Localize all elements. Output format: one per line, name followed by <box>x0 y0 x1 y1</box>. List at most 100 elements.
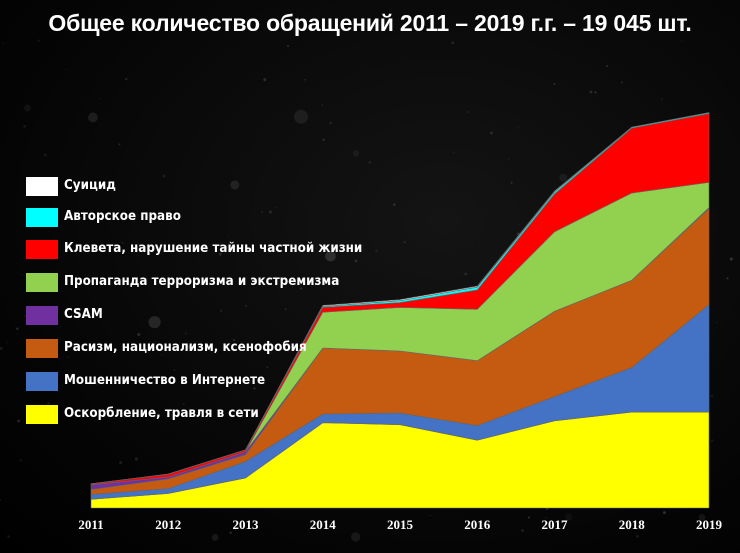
background-star <box>680 39 683 42</box>
background-star <box>203 377 205 379</box>
background-star <box>94 278 96 280</box>
background-star <box>594 91 597 94</box>
background-star <box>260 211 264 214</box>
background-star <box>65 68 67 70</box>
background-star <box>287 45 290 48</box>
area-series-7 <box>90 112 710 485</box>
background-star <box>148 376 151 379</box>
background-star <box>218 252 222 256</box>
background-star <box>96 383 98 385</box>
background-star <box>451 41 455 45</box>
background-star <box>66 356 69 359</box>
background-star <box>368 161 372 164</box>
background-star <box>219 309 223 313</box>
background-star <box>6 341 8 344</box>
background-star <box>119 461 123 465</box>
background-star <box>354 259 358 263</box>
background-star <box>148 316 161 329</box>
background-star <box>24 315 26 317</box>
background-star <box>321 104 324 106</box>
background-star <box>268 210 272 214</box>
background-star <box>173 369 176 371</box>
legend-swatch <box>26 372 58 391</box>
x-tick-label: 2016 <box>464 517 491 532</box>
background-star <box>116 249 119 252</box>
background-star <box>521 529 524 532</box>
background-star <box>392 203 396 207</box>
background-star <box>715 321 718 324</box>
background-star <box>662 511 666 515</box>
background-star <box>516 126 520 129</box>
legend-swatch <box>26 177 58 196</box>
background-star <box>162 174 166 178</box>
background-star <box>88 112 98 123</box>
background-star <box>227 234 229 236</box>
legend-label: Суицид <box>64 178 116 193</box>
background-star <box>300 287 303 290</box>
x-tick-label: 2011 <box>78 517 103 532</box>
background-star <box>7 535 10 538</box>
background-star <box>479 241 481 243</box>
background-star <box>329 121 332 125</box>
background-star <box>137 333 141 337</box>
x-tick-label: 2019 <box>696 517 723 532</box>
background-star <box>245 304 247 307</box>
background-star <box>303 78 306 81</box>
background-star <box>452 151 455 154</box>
background-star <box>527 516 531 519</box>
legend-swatch <box>26 240 58 259</box>
background-star <box>121 241 124 244</box>
background-star <box>545 516 547 519</box>
background-star <box>325 250 336 262</box>
background-star <box>20 459 22 462</box>
background-star <box>186 345 190 349</box>
legend-label: Клевета, нарушение тайны частной жизни <box>64 241 363 256</box>
background-star <box>711 439 714 442</box>
background-star <box>661 98 663 100</box>
background-star <box>23 125 26 128</box>
background-star <box>294 109 309 124</box>
background-star <box>37 39 41 43</box>
background-star <box>17 419 20 423</box>
x-tick-label: 2014 <box>310 517 337 532</box>
background-star <box>0 499 1 502</box>
background-star <box>124 77 128 81</box>
background-star <box>510 181 513 184</box>
background-star <box>2 42 4 44</box>
background-star <box>429 514 432 517</box>
background-star <box>352 150 360 157</box>
legend-swatch <box>26 208 58 227</box>
background-star <box>403 241 406 244</box>
background-star <box>184 332 187 335</box>
background-star <box>263 78 267 82</box>
background-star <box>464 272 468 276</box>
background-star <box>21 274 23 276</box>
background-star <box>553 82 556 85</box>
background-star <box>507 158 510 160</box>
background-star <box>351 532 361 542</box>
background-star <box>47 402 50 405</box>
background-star <box>182 402 185 405</box>
background-star <box>266 366 269 369</box>
background-star <box>211 534 219 541</box>
background-star <box>118 143 121 146</box>
background-star <box>284 307 287 311</box>
background-star <box>43 153 47 157</box>
background-star <box>589 90 593 94</box>
x-tick-label: 2017 <box>542 517 569 532</box>
legend-label: Мошенничество в Интернете <box>64 373 266 388</box>
x-tick-label: 2012 <box>155 517 181 532</box>
background-star <box>636 535 639 538</box>
x-tick-label: 2013 <box>233 517 260 532</box>
x-tick-label: 2018 <box>619 517 646 532</box>
legend-label: Пропаганда терроризма и экстремизма <box>64 274 340 289</box>
background-star <box>99 97 101 100</box>
legend-label: Оскорбление, травля в сети <box>64 406 259 421</box>
background-star <box>253 387 256 390</box>
background-star <box>710 394 714 398</box>
legend-label: CSAM <box>64 307 103 322</box>
background-star <box>230 180 240 190</box>
background-star <box>564 513 573 521</box>
legend-swatch <box>26 339 58 358</box>
